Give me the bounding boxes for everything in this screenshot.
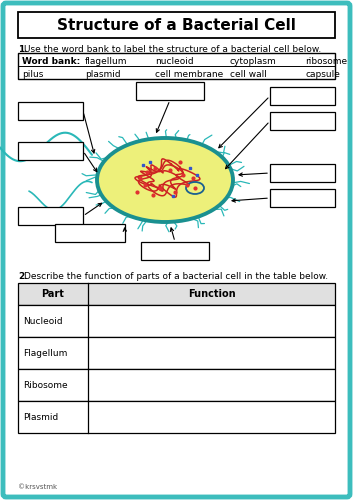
Bar: [18, 337, 335, 369]
Bar: [18, 283, 335, 305]
Bar: [270, 87, 335, 105]
Bar: [18, 12, 335, 38]
Text: flagellum: flagellum: [85, 57, 127, 66]
Bar: [18, 207, 83, 225]
Text: Function: Function: [188, 289, 235, 299]
Bar: [18, 305, 335, 337]
Bar: [136, 82, 204, 100]
Text: cell wall: cell wall: [230, 70, 267, 79]
Text: Use the word bank to label the structure of a bacterial cell below.: Use the word bank to label the structure…: [24, 45, 321, 54]
Text: ©krsvstmk: ©krsvstmk: [18, 484, 57, 490]
Text: 2.: 2.: [18, 272, 28, 281]
Bar: [55, 224, 125, 242]
FancyBboxPatch shape: [3, 3, 350, 497]
Text: Flagellum: Flagellum: [23, 348, 67, 358]
Text: cytoplasm: cytoplasm: [230, 57, 277, 66]
Text: Describe the function of parts of a bacterial cell in the table below.: Describe the function of parts of a bact…: [24, 272, 328, 281]
Text: plasmid: plasmid: [85, 70, 121, 79]
Text: capsule: capsule: [305, 70, 340, 79]
Bar: [18, 102, 83, 120]
Bar: [18, 369, 335, 401]
Text: Ribosome: Ribosome: [23, 380, 68, 390]
Text: Plasmid: Plasmid: [23, 412, 58, 422]
Text: 1.: 1.: [18, 45, 28, 54]
Bar: [270, 164, 335, 182]
Text: Part: Part: [42, 289, 65, 299]
Text: Structure of a Bacterial Cell: Structure of a Bacterial Cell: [57, 18, 296, 32]
Bar: [18, 401, 335, 433]
Ellipse shape: [97, 138, 233, 222]
Bar: [18, 53, 335, 79]
Text: ribosome: ribosome: [305, 57, 347, 66]
Text: Word bank:: Word bank:: [22, 57, 80, 66]
Text: pilus: pilus: [22, 70, 43, 79]
Bar: [270, 189, 335, 207]
Bar: [270, 112, 335, 130]
Bar: [141, 242, 209, 260]
Bar: [18, 142, 83, 160]
Text: Nucleoid: Nucleoid: [23, 316, 62, 326]
Text: nucleoid: nucleoid: [155, 57, 194, 66]
Text: cell membrane: cell membrane: [155, 70, 223, 79]
